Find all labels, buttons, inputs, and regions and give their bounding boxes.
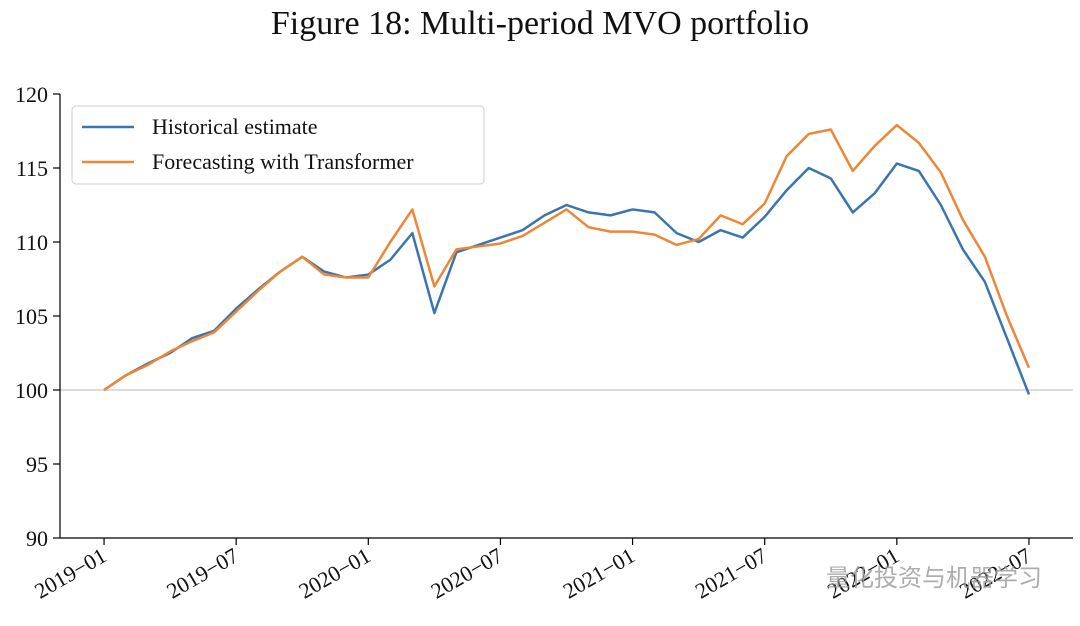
chart-title: Figure 18: Multi-period MVO portfolio: [271, 5, 809, 42]
y-tick-label: 105: [15, 304, 48, 329]
y-tick-label: 100: [15, 378, 48, 403]
x-tick-label: 2019−01: [30, 543, 110, 604]
y-tick-label: 110: [16, 230, 48, 255]
data-line: [103, 162, 1031, 395]
y-tick-label: 90: [26, 526, 48, 551]
x-tick-label: 2021−07: [691, 543, 771, 604]
legend-box: [71, 105, 485, 185]
data-line: [103, 123, 1031, 392]
legend-label: Forecasting with Transformer: [152, 149, 414, 174]
x-tick-label: 2020−01: [294, 543, 374, 604]
x-tick-label: 2021−01: [559, 543, 639, 604]
x-tick-label: 2020−07: [427, 543, 507, 604]
watermark: 量化投资与机器学习: [826, 564, 1042, 592]
x-tick-label: 2019−07: [162, 543, 242, 604]
legend-label: Historical estimate: [152, 114, 318, 139]
y-tick-label: 120: [15, 82, 48, 107]
y-tick-label: 115: [16, 156, 48, 181]
y-tick-label: 95: [26, 452, 48, 477]
